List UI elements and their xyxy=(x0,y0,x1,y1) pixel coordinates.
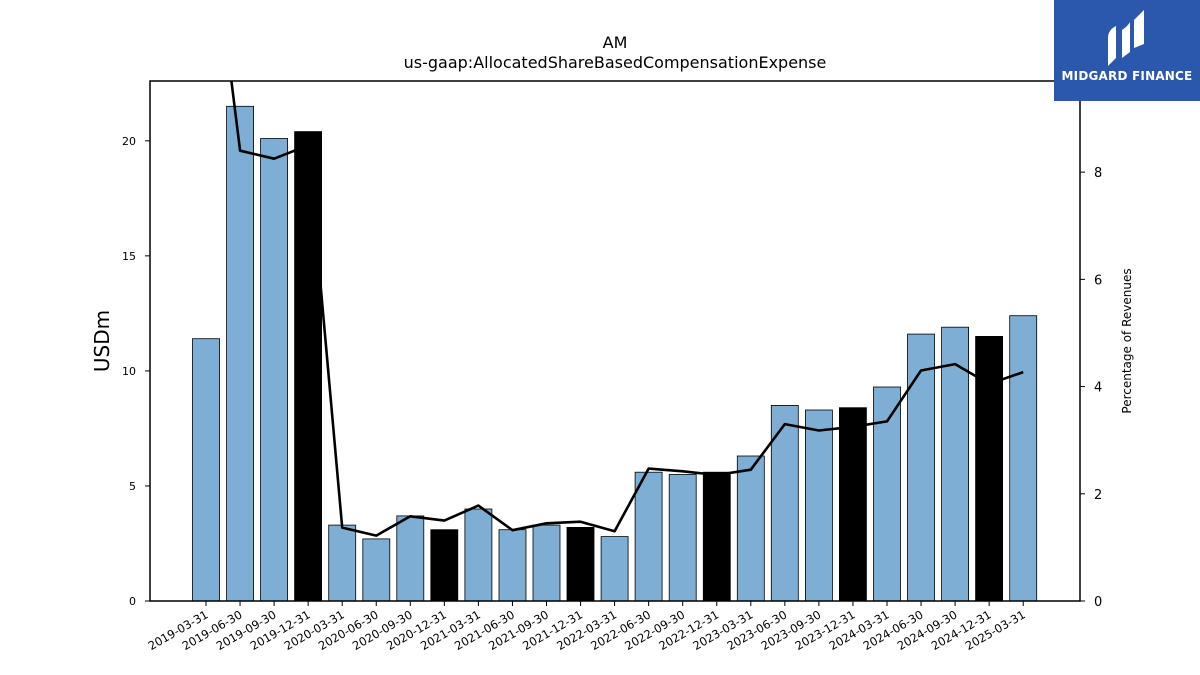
pct-revenue-line xyxy=(230,81,1024,537)
brand-logo: MIDGARD FINANCE xyxy=(1054,0,1200,101)
bar-2019-09-30 xyxy=(260,138,289,602)
chart-subtitle: us-gaap:AllocatedShareBasedCompensationE… xyxy=(404,53,827,72)
y-tick-label: 15 xyxy=(122,250,136,263)
y-tick-label: 10 xyxy=(122,365,136,378)
bar-2019-06-30 xyxy=(226,105,255,602)
y-axis-label: USDm xyxy=(90,310,114,372)
bar-2020-09-30 xyxy=(396,515,425,602)
line-series xyxy=(230,81,1024,537)
bar-2021-03-31 xyxy=(464,508,493,602)
y2-tick-label: 8 xyxy=(1094,166,1102,181)
y-tick-label: 20 xyxy=(122,135,136,148)
y2-axis-label: Percentage of Revenues xyxy=(1120,268,1134,413)
brand-name: MIDGARD FINANCE xyxy=(1061,69,1193,83)
bar-series xyxy=(192,105,1038,602)
bar-2024-12-31 xyxy=(975,335,1003,602)
bar-2021-09-30 xyxy=(532,524,561,602)
x-axis: 2019-03-312019-06-302019-09-302019-12-31… xyxy=(146,601,1028,653)
bar-2021-12-31 xyxy=(566,527,595,602)
bar-2019-12-31 xyxy=(294,131,323,602)
bar-2024-09-30 xyxy=(941,326,969,602)
bar-2020-06-30 xyxy=(362,538,391,602)
y-tick-label: 5 xyxy=(129,480,136,493)
bar-2021-06-30 xyxy=(498,529,527,602)
y2-tick-label: 2 xyxy=(1094,488,1102,503)
bar-2023-12-31 xyxy=(839,407,867,602)
bar-2020-03-31 xyxy=(328,524,357,602)
y2-tick-label: 4 xyxy=(1094,381,1102,396)
bar-2023-03-31 xyxy=(736,455,765,602)
bar-2025-03-31 xyxy=(1009,315,1038,602)
midgard-logo-icon xyxy=(1108,10,1144,66)
y-axis-right: 0 2 4 6 8 xyxy=(1080,166,1102,610)
chart-title: AM xyxy=(603,33,628,52)
bar-2019-03-31 xyxy=(192,338,220,602)
bar-2024-06-30 xyxy=(907,333,935,602)
bar-2020-12-31 xyxy=(430,529,459,602)
bar-2022-03-31 xyxy=(600,536,629,602)
y2-tick-label: 0 xyxy=(1094,595,1102,610)
y2-tick-label: 6 xyxy=(1094,273,1102,288)
bar-2022-06-30 xyxy=(634,471,663,602)
plot-frame xyxy=(149,80,1081,602)
bar-2022-12-31 xyxy=(702,471,731,602)
y-tick-label: 0 xyxy=(129,595,136,608)
y-axis-left: 0 5 10 15 20 xyxy=(122,135,150,608)
bar-2023-09-30 xyxy=(805,409,833,602)
bar-2022-09-30 xyxy=(668,474,697,602)
